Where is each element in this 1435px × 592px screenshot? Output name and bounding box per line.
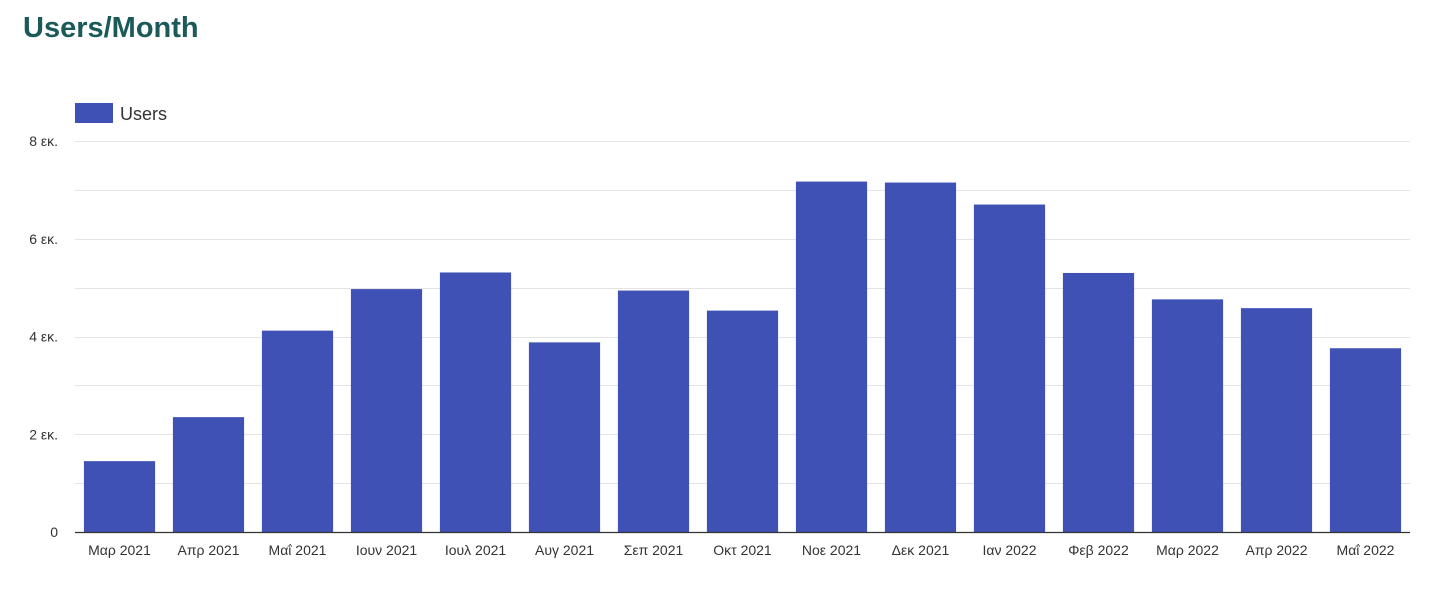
bar: [1062, 272, 1135, 532]
legend-label: Users: [120, 104, 167, 124]
bar: [884, 182, 957, 533]
legend: Users: [75, 103, 167, 124]
y-tick-label: 4 εκ.: [29, 329, 58, 345]
bar: [1240, 308, 1313, 532]
bar: [706, 310, 779, 532]
bar: [528, 342, 601, 532]
y-tick-label: 6 εκ.: [29, 231, 58, 247]
x-tick-label: Οκτ 2021: [713, 542, 772, 558]
bar: [261, 330, 334, 532]
x-tick-label: Νοε 2021: [802, 542, 861, 558]
bar: [617, 290, 690, 532]
x-tick-label: Φεβ 2022: [1068, 542, 1129, 558]
bar: [973, 204, 1046, 533]
legend-swatch: [75, 103, 113, 123]
bar: [83, 461, 156, 532]
x-tick-label: Μαΐ 2022: [1337, 542, 1395, 558]
x-tick-label: Μαΐ 2021: [269, 542, 327, 558]
bar: [439, 272, 512, 532]
bar: [1151, 299, 1224, 532]
y-tick-label: 2 εκ.: [29, 426, 58, 442]
y-tick-label: 8 εκ.: [29, 133, 58, 149]
bar: [172, 417, 245, 532]
bar: [795, 181, 868, 532]
x-tick-label: Σεπ 2021: [624, 542, 684, 558]
x-tick-label: Απρ 2022: [1246, 542, 1308, 558]
x-tick-label: Ιουν 2021: [356, 542, 418, 558]
y-tick-label: 0: [50, 524, 58, 540]
axis-labels: 0 2 εκ. 4 εκ. 6 εκ. 8 εκ. Μαρ 2021 Απρ 2021 Μαΐ…: [29, 133, 1394, 558]
x-tick-label: Αυγ 2021: [535, 542, 594, 558]
x-tick-label: Μαρ 2022: [1156, 542, 1219, 558]
bars: [83, 181, 1402, 533]
bar: [1329, 348, 1402, 532]
bar: [350, 289, 423, 532]
x-tick-label: Μαρ 2021: [88, 542, 151, 558]
x-tick-label: Απρ 2021: [178, 542, 240, 558]
x-tick-label: Ιαν 2022: [982, 542, 1036, 558]
x-tick-label: Δεκ 2021: [892, 542, 950, 558]
x-tick-label: Ιουλ 2021: [445, 542, 507, 558]
chart-title: Users/Month: [23, 12, 199, 44]
